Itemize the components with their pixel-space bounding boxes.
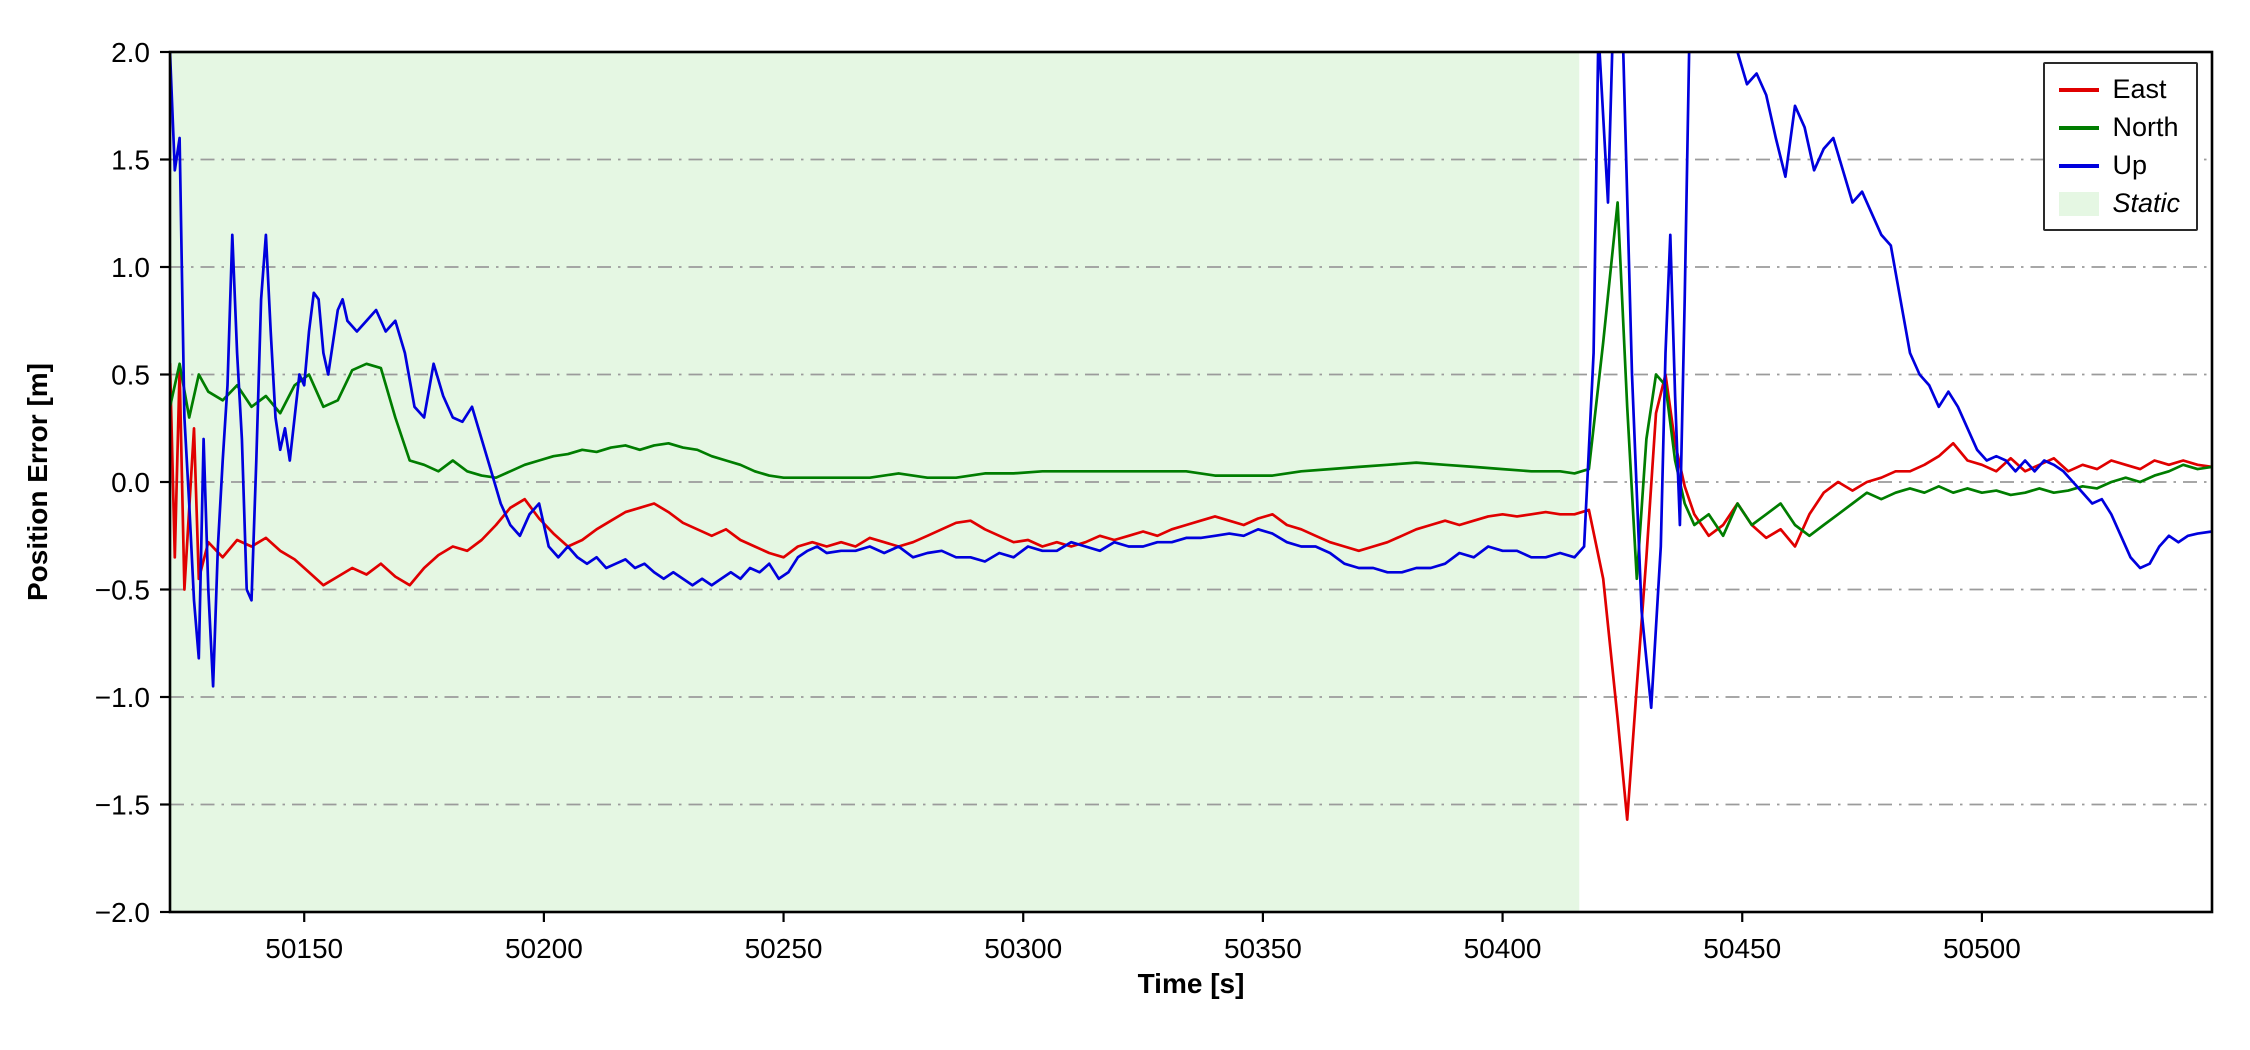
legend-item-up: Up: [2059, 150, 2180, 181]
legend-label-north: North: [2112, 112, 2179, 143]
x-tick-label: 50300: [984, 933, 1062, 964]
y-tick-label: 0.5: [111, 360, 150, 391]
series-line-up: [170, 52, 2212, 710]
east-line-swatch: [2059, 87, 2100, 92]
x-tick-label: 50200: [505, 933, 583, 964]
static-patch-swatch: [2059, 191, 2100, 216]
y-tick-label: −2.0: [95, 897, 150, 928]
legend-label-up: Up: [2112, 150, 2147, 181]
x-tick-label: 50400: [1464, 933, 1542, 964]
x-axis-label: Time [s]: [1137, 968, 1245, 999]
series-line-north: [170, 201, 2212, 581]
y-tick-label: 2.0: [111, 37, 150, 68]
x-tick-label: 50250: [745, 933, 823, 964]
y-tick-label: 1.5: [111, 145, 150, 176]
north-line-swatch: [2059, 125, 2100, 130]
legend-item-east: East: [2059, 74, 2180, 105]
y-tick-label: −1.5: [95, 790, 150, 821]
y-tick-label: 1.0: [111, 252, 150, 283]
legend-item-north: North: [2059, 112, 2180, 143]
x-tick-label: 50500: [1943, 933, 2021, 964]
x-tick-label: 50350: [1224, 933, 1302, 964]
series-line-east: [170, 362, 2212, 821]
x-tick-label: 50450: [1703, 933, 1781, 964]
legend: East North Up Static: [2043, 62, 2198, 232]
up-line-swatch: [2059, 163, 2100, 168]
legend-item-static: Static: [2059, 188, 2180, 219]
x-tick-label: 50150: [265, 933, 343, 964]
legend-label-static: Static: [2112, 188, 2180, 219]
y-tick-label: −0.5: [95, 575, 150, 606]
y-tick-label: 0.0: [111, 467, 150, 498]
legend-label-east: East: [2112, 74, 2167, 104]
y-axis-label: Position Error [m]: [22, 362, 53, 602]
y-tick-label: −1.0: [95, 682, 150, 713]
